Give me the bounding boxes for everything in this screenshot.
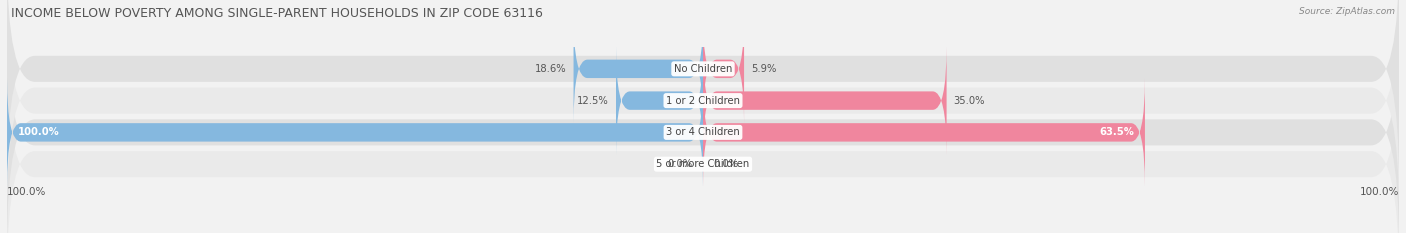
- Text: 0.0%: 0.0%: [668, 159, 693, 169]
- Text: 18.6%: 18.6%: [534, 64, 567, 74]
- FancyBboxPatch shape: [7, 50, 1399, 233]
- Text: 100.0%: 100.0%: [7, 187, 46, 197]
- Text: INCOME BELOW POVERTY AMONG SINGLE-PARENT HOUSEHOLDS IN ZIP CODE 63116: INCOME BELOW POVERTY AMONG SINGLE-PARENT…: [11, 7, 543, 20]
- Text: 3 or 4 Children: 3 or 4 Children: [666, 127, 740, 137]
- FancyBboxPatch shape: [7, 0, 1399, 183]
- FancyBboxPatch shape: [7, 18, 1399, 233]
- Text: No Children: No Children: [673, 64, 733, 74]
- Text: 1 or 2 Children: 1 or 2 Children: [666, 96, 740, 106]
- FancyBboxPatch shape: [7, 0, 1399, 215]
- Text: 5.9%: 5.9%: [751, 64, 776, 74]
- FancyBboxPatch shape: [703, 14, 744, 123]
- Text: 63.5%: 63.5%: [1099, 127, 1135, 137]
- FancyBboxPatch shape: [616, 46, 703, 155]
- Text: 35.0%: 35.0%: [953, 96, 986, 106]
- Text: 0.0%: 0.0%: [713, 159, 738, 169]
- FancyBboxPatch shape: [574, 14, 703, 123]
- Text: 5 or more Children: 5 or more Children: [657, 159, 749, 169]
- Text: Source: ZipAtlas.com: Source: ZipAtlas.com: [1299, 7, 1395, 16]
- Text: 100.0%: 100.0%: [1360, 187, 1399, 197]
- Text: 100.0%: 100.0%: [17, 127, 59, 137]
- FancyBboxPatch shape: [7, 78, 703, 187]
- Text: 12.5%: 12.5%: [578, 96, 609, 106]
- FancyBboxPatch shape: [703, 46, 946, 155]
- FancyBboxPatch shape: [703, 78, 1144, 187]
